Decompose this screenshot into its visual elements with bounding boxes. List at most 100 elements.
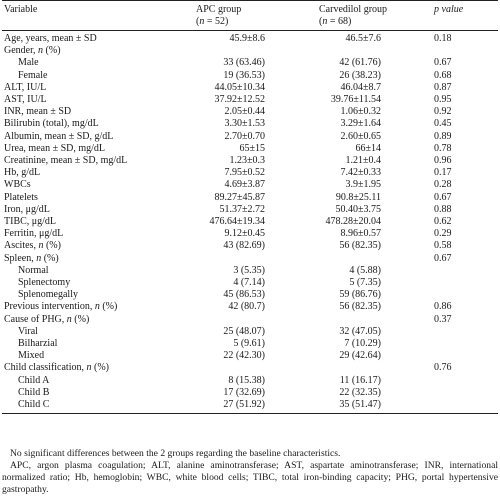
cell-variable: Child classification, n (%) (4, 362, 109, 374)
table-row: Viral 25 (48.07) 32 (47.05) (2, 326, 498, 338)
cell-carvedilol: 1.21±0.4 (345, 155, 382, 167)
cell-p-value (426, 338, 498, 350)
cell-carvedilol: 3.9±1.95 (345, 179, 382, 191)
cell-carvedilol: 5 (7.35) (349, 277, 381, 289)
cell-variable: ALT, IU/L (4, 81, 47, 93)
cell-variable: Child B (18, 386, 50, 398)
cell-variable: Child C (18, 399, 50, 411)
cell-variable: Ferritin, μg/dL (4, 228, 64, 240)
cell-apc: 9.12±0.45 (224, 228, 266, 240)
cell-apc: 37.92±12.52 (214, 94, 266, 106)
cell-p-value (426, 350, 498, 362)
cell-p-value: 0.87 (434, 81, 452, 93)
cell-apc: 3 (5.35) (233, 264, 265, 276)
cell-p-value: 0.95 (434, 94, 452, 106)
cell-p-value: 0.76 (434, 362, 452, 374)
header-p-value: p value (434, 4, 464, 15)
table-row: Child A 8 (15.38) 11 (16.17) (2, 375, 498, 387)
cell-apc: 51.37±2.72 (219, 203, 266, 215)
table-row: Albumin, mean ± SD, g/dL 2.70±0.70 2.60±0.… (2, 131, 498, 143)
cell-p-value: 0.92 (434, 106, 452, 118)
cell-variable: Platelets (4, 191, 38, 203)
cell-apc: 17 (32.69) (223, 386, 265, 398)
cell-apc (175, 362, 295, 374)
cell-variable: Creatinine, mean ± SD, mg/dL (4, 155, 128, 167)
cell-variable: TIBC, μg/dL (4, 216, 57, 228)
cell-apc: 42 (80.7) (228, 301, 265, 313)
table-row: Mixed 22 (42.30) 29 (42.64) (2, 350, 498, 362)
cell-variable: Child A (18, 374, 50, 386)
header-apc-label: APC group (196, 4, 242, 15)
table-row: ALT, IU/L 44.05±10.34 46.04±8.7 0.87 (2, 82, 498, 94)
table-row: Bilharzial 5 (9.61) 7 (10.29) (2, 338, 498, 350)
cell-apc: 43 (82.69) (223, 240, 265, 252)
cell-apc: 4 (7.14) (233, 277, 265, 289)
cell-apc: 5 (9.61) (233, 338, 265, 350)
cell-variable: Urea, mean ± SD, mg/dL (4, 142, 106, 154)
cell-p-value: 0.18 (434, 33, 452, 44)
cell-p-value: 0.62 (434, 216, 452, 228)
table-row: Cause of PHG, n (%) 0.37 (2, 314, 498, 326)
cell-p-value: 0.86 (434, 301, 452, 313)
baseline-characteristics-table: Variable APC group (n = 52) Carvedilol g… (2, 0, 498, 414)
cell-carvedilol: 4 (5.88) (349, 264, 381, 276)
cell-apc: 8 (15.38) (228, 374, 265, 386)
table-row: Age, years, mean ± SD 45.9±8.6 46.5±7.6 0.1… (2, 31, 498, 46)
table-row: Urea, mean ± SD, mg/dL 65±15 66±14 0.78 (2, 143, 498, 155)
cell-carvedilol: 59 (86.76) (339, 289, 381, 301)
table-row: Spleen, n (%) 0.67 (2, 253, 498, 265)
cell-variable: Splenectomy (18, 277, 71, 289)
cell-variable: Previous intervention, n (%) (4, 301, 118, 313)
table-header: Variable APC group (n = 52) Carvedilol g… (2, 0, 498, 31)
cell-p-value (426, 45, 498, 57)
cell-carvedilol: 32 (47.05) (339, 325, 381, 337)
cell-apc: 65±15 (239, 142, 266, 154)
cell-carvedilol: 22 (32.35) (339, 386, 381, 398)
cell-variable: WBCs (4, 179, 31, 191)
cell-carvedilol: 7 (10.29) (344, 338, 381, 350)
cell-variable: Splenomegally (18, 289, 78, 301)
cell-p-value (426, 326, 498, 338)
cell-p-value: 0.78 (434, 142, 452, 154)
cell-apc: 25 (48.07) (223, 325, 265, 337)
cell-variable: Male (18, 57, 39, 69)
table-row: TIBC, μg/dL 476.64±19.34 478.28±20.04 0.62 (2, 216, 498, 228)
table-row: Platelets 89.27±45.87 90.8±25.11 0.67 (2, 192, 498, 204)
table-row: Ascites, n (%) 43 (82.69) 56 (82.35) 0.58 (2, 240, 498, 252)
table-row: WBCs 4.69±3.87 3.9±1.95 0.28 (2, 179, 498, 191)
cell-variable: Ascites, n (%) (4, 240, 61, 252)
cell-p-value: 0.37 (434, 313, 452, 325)
header-apc-n: (n = 52) (196, 15, 229, 27)
table-row: Iron, μg/dL 51.37±2.72 50.40±3.75 0.88 (2, 204, 498, 216)
cell-variable: Viral (18, 325, 38, 337)
table-row: INR, mean ± SD 2.05±0.44 1.06±0.32 0.92 (2, 106, 498, 118)
table-row: Ferritin, μg/dL 9.12±0.45 8.96±0.57 0.29 (2, 228, 498, 240)
cell-p-value: 0.58 (434, 240, 452, 252)
header-carvedilol-label: Carvedilol group (319, 4, 388, 15)
footnote-summary: No significant differences between the 2… (10, 448, 341, 459)
cell-carvedilol: 478.28±20.04 (325, 216, 382, 228)
table-row: Child B 17 (32.69) 22 (32.35) (2, 387, 498, 399)
cell-p-value: 0.17 (434, 167, 452, 179)
cell-carvedilol: 3.29±1.64 (340, 118, 382, 130)
table-row: Bilirubin (total), mg/dL 3.30±1.53 3.29±1.… (2, 118, 498, 130)
cell-apc: 2.05±0.44 (224, 106, 266, 118)
table-row: Creatinine, mean ± SD, mg/dL 1.23±0.3 1.21… (2, 155, 498, 167)
cell-carvedilol: 11 (16.17) (339, 374, 381, 386)
table-row: Male 33 (63.46) 42 (61.76) 0.67 (2, 57, 498, 69)
table-row: Gender, n (%) (2, 45, 498, 57)
cell-carvedilol: 1.06±0.32 (340, 106, 382, 118)
cell-carvedilol: 2.60±0.65 (340, 130, 382, 142)
cell-variable: Hb, g/dL (4, 167, 41, 179)
cell-apc: 3.30±1.53 (224, 118, 266, 130)
header-carvedilol-n: (n = 68) (319, 15, 352, 27)
cell-carvedilol: 50.40±3.75 (335, 203, 382, 215)
cell-carvedilol: 7.42±0.33 (340, 167, 382, 179)
cell-p-value (426, 265, 498, 277)
table-row: Child classification, n (%) 0.76 (2, 362, 498, 374)
data-table: Variable APC group (n = 52) Carvedilol g… (2, 0, 498, 414)
cell-apc: 33 (63.46) (223, 57, 265, 69)
table-row: Child C 27 (51.92) 35 (51.47) (2, 399, 498, 414)
cell-p-value: 0.89 (434, 130, 452, 142)
cell-carvedilol: 8.96±0.57 (340, 228, 382, 240)
